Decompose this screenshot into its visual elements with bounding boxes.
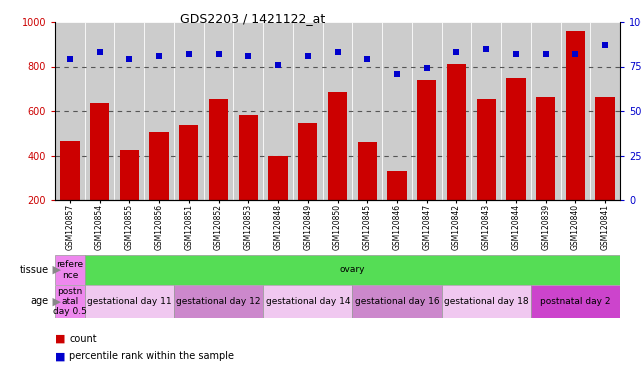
Bar [328,92,347,245]
Bar [417,80,437,245]
Bar [298,123,317,245]
FancyBboxPatch shape [55,22,85,200]
Text: postn
atal
day 0.5: postn atal day 0.5 [53,286,87,316]
Bar [531,285,620,318]
FancyBboxPatch shape [412,22,442,200]
Text: gestational day 14: gestational day 14 [265,297,350,306]
FancyBboxPatch shape [442,22,471,200]
FancyBboxPatch shape [263,22,293,200]
Point [94,49,104,55]
Text: gestational day 12: gestational day 12 [176,297,261,306]
Point [570,51,581,57]
Bar [566,31,585,245]
FancyBboxPatch shape [144,22,174,200]
Point [273,62,283,68]
Bar [55,285,85,318]
Point [124,56,135,63]
Text: refere
nce: refere nce [56,260,83,280]
Text: ▶: ▶ [49,296,61,306]
Bar [179,126,199,245]
FancyBboxPatch shape [531,22,560,200]
Point [422,65,432,71]
Text: gestational day 16: gestational day 16 [354,297,439,306]
Bar [55,255,85,285]
FancyBboxPatch shape [353,22,382,200]
Point [65,56,75,63]
Point [540,51,551,57]
FancyBboxPatch shape [560,22,590,200]
Point [213,51,224,57]
Point [243,53,253,59]
Text: age: age [31,296,49,306]
FancyBboxPatch shape [115,22,144,200]
Bar [506,78,526,245]
Bar [595,96,615,245]
Text: postnatal day 2: postnatal day 2 [540,297,611,306]
Bar [149,132,169,245]
Point [451,49,462,55]
Bar [536,96,555,245]
Point [481,46,491,52]
Bar [387,171,406,245]
Bar [60,141,79,245]
Point [154,53,164,59]
FancyBboxPatch shape [293,22,322,200]
Text: percentile rank within the sample: percentile rank within the sample [69,351,234,361]
Bar [85,285,174,318]
Point [303,53,313,59]
Bar [263,285,353,318]
Point [362,56,372,63]
Text: GDS2203 / 1421122_at: GDS2203 / 1421122_at [180,12,326,25]
Bar [120,150,139,245]
Point [600,42,610,48]
Bar [353,285,442,318]
FancyBboxPatch shape [85,22,115,200]
Bar [476,99,496,245]
FancyBboxPatch shape [590,22,620,200]
FancyBboxPatch shape [501,22,531,200]
FancyBboxPatch shape [382,22,412,200]
FancyBboxPatch shape [204,22,233,200]
FancyBboxPatch shape [471,22,501,200]
Text: ovary: ovary [340,265,365,275]
Point [184,51,194,57]
Text: tissue: tissue [19,265,49,275]
Text: ■: ■ [55,334,65,344]
Point [392,71,402,77]
Text: ▶: ▶ [49,265,61,275]
Text: gestational day 11: gestational day 11 [87,297,172,306]
Bar [442,285,531,318]
Bar [238,116,258,245]
FancyBboxPatch shape [174,22,204,200]
Bar [269,156,288,245]
Text: count: count [69,334,97,344]
Text: gestational day 18: gestational day 18 [444,297,528,306]
Bar [447,64,466,245]
FancyBboxPatch shape [233,22,263,200]
Bar [209,99,228,245]
Bar [174,285,263,318]
Point [511,51,521,57]
FancyBboxPatch shape [322,22,353,200]
Bar [358,142,377,245]
Point [333,49,343,55]
Bar [90,103,109,245]
Text: ■: ■ [55,351,65,361]
